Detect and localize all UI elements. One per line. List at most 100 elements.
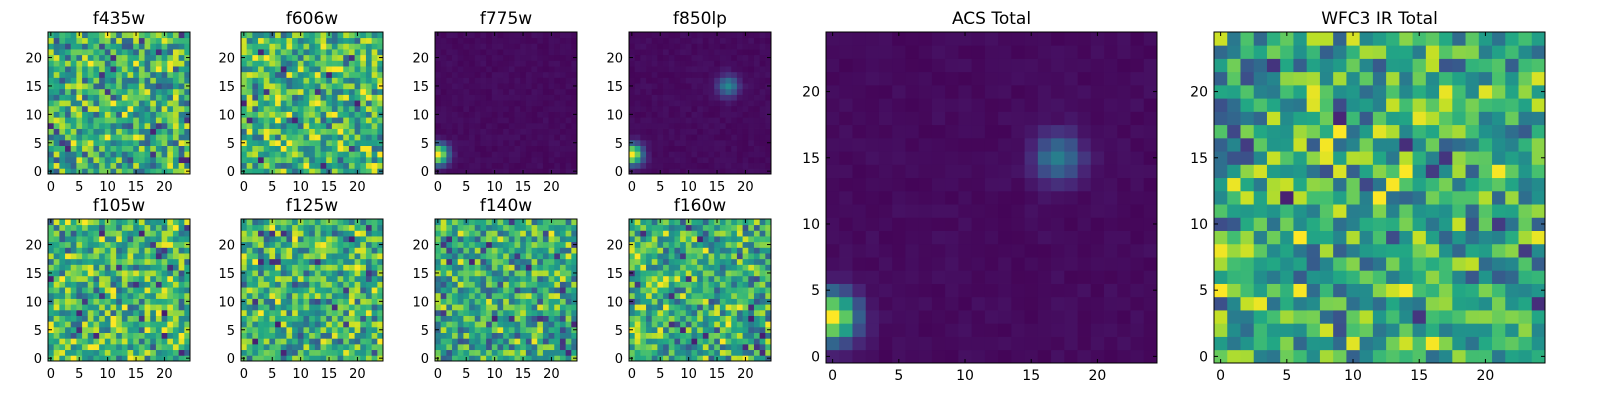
heatmap-cell — [497, 117, 504, 124]
heatmap-cell — [1104, 270, 1118, 284]
heatmap-cell — [99, 71, 106, 78]
heatmap-cell — [1399, 230, 1413, 245]
heatmap-cell — [1412, 137, 1427, 152]
heatmap-cell — [365, 105, 373, 112]
heatmap-cell — [87, 326, 94, 333]
heatmap-cell — [452, 100, 459, 107]
heatmap-cell — [155, 338, 162, 345]
heatmap-cell — [1051, 124, 1065, 139]
heatmap-cell — [178, 219, 185, 226]
heatmap-cell — [269, 156, 276, 164]
heatmap-cell — [731, 168, 738, 175]
heatmap-cell — [697, 37, 704, 44]
heatmap-cell — [87, 355, 94, 362]
heatmap-cell — [246, 32, 253, 39]
heatmap-cell — [892, 164, 906, 179]
heatmap-cell — [674, 71, 681, 78]
heatmap-cell — [765, 60, 772, 67]
heatmap-cell — [1412, 257, 1427, 271]
heatmap-cell — [1359, 124, 1374, 139]
heatmap-cell — [104, 332, 111, 339]
heatmap-cell — [680, 77, 687, 84]
heatmap-cell — [309, 292, 316, 299]
heatmap-cell — [184, 66, 191, 73]
heatmap-cell — [559, 77, 567, 84]
heatmap-cell — [1452, 204, 1466, 218]
heatmap-cell — [1143, 270, 1158, 284]
heatmap-cell — [1214, 164, 1228, 179]
heatmap-cell — [354, 100, 361, 107]
heatmap-cell — [1130, 71, 1145, 86]
heatmap-cell — [1319, 243, 1334, 258]
heatmap-cell — [702, 162, 709, 169]
heatmap-cell — [708, 43, 715, 50]
heatmap-cell — [520, 139, 527, 146]
heatmap-cell — [651, 117, 658, 124]
heatmap-cell — [753, 168, 761, 175]
heatmap-cell — [719, 151, 726, 158]
heatmap-cell — [503, 151, 510, 158]
heatmap-cell — [292, 128, 299, 135]
heatmap-cell — [457, 77, 464, 84]
heatmap-cell — [133, 54, 140, 61]
heatmap-cell — [531, 122, 538, 129]
heatmap-cell — [144, 321, 151, 328]
heatmap-cell — [303, 105, 310, 112]
heatmap-cell — [1293, 151, 1308, 165]
y-tick-label: 20 — [606, 52, 623, 67]
heatmap-cell — [565, 139, 572, 146]
heatmap-cell — [1518, 323, 1533, 337]
heatmap-cell — [280, 94, 287, 101]
heatmap-cell — [1117, 270, 1131, 284]
heatmap-cell — [59, 168, 66, 175]
heatmap-cell — [508, 145, 515, 152]
heatmap-cell — [241, 156, 248, 164]
heatmap-cell — [263, 156, 270, 164]
y-tick-label: 15 — [1190, 151, 1208, 167]
heatmap-cell — [525, 162, 532, 169]
heatmap-cell — [121, 66, 128, 73]
heatmap-cell — [354, 304, 361, 311]
heatmap-cell — [263, 168, 270, 175]
heatmap-cell — [440, 162, 447, 169]
heatmap-cell — [377, 281, 384, 288]
heatmap-cell — [1531, 177, 1546, 192]
heatmap-cell — [263, 32, 270, 39]
heatmap-cell — [753, 32, 761, 39]
heatmap-cell — [480, 43, 487, 50]
heatmap-cell — [116, 355, 123, 362]
heatmap-cell — [150, 122, 157, 129]
heatmap-cell — [1051, 190, 1065, 205]
heatmap-cell — [708, 88, 715, 95]
heatmap-cell — [53, 287, 60, 294]
heatmap-cell — [104, 287, 111, 294]
heatmap-cell — [1293, 98, 1308, 112]
heatmap-cell — [1346, 283, 1361, 298]
heatmap-cell — [121, 128, 128, 135]
heatmap-cell — [337, 332, 344, 339]
heatmap-cell — [1518, 164, 1533, 179]
heatmap-cell — [172, 275, 180, 282]
heatmap-cell — [1051, 349, 1065, 364]
heatmap-cell — [76, 270, 83, 277]
heatmap-cell — [172, 326, 180, 333]
heatmap-cell — [59, 253, 66, 260]
heatmap-cell — [314, 139, 321, 146]
heatmap-cell — [1505, 230, 1519, 245]
heatmap-cell — [150, 230, 157, 237]
heatmap-cell — [945, 164, 959, 179]
heatmap-cell — [99, 66, 106, 73]
heatmap-cell — [1280, 58, 1294, 73]
heatmap-cell — [440, 54, 447, 61]
heatmap-cell — [70, 326, 77, 333]
heatmap-cell — [971, 310, 986, 324]
heatmap-cell — [258, 343, 265, 351]
heatmap-cell — [514, 43, 521, 50]
heatmap-cell — [514, 122, 521, 129]
heatmap-cell — [491, 66, 498, 73]
heatmap-cell — [87, 162, 94, 169]
heatmap-cell — [1253, 177, 1268, 192]
heatmap-cell — [971, 164, 986, 179]
heatmap-cell — [354, 343, 361, 351]
heatmap-cell — [252, 309, 259, 316]
